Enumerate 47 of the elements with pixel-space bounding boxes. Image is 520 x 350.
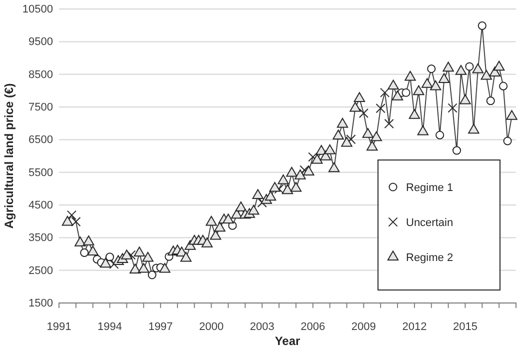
x-axis-title: Year [274, 334, 301, 348]
x-tick-label: 2015 [452, 320, 478, 333]
point [402, 88, 410, 97]
point [105, 252, 114, 262]
y-tick-label: 4500 [28, 200, 53, 212]
x-tick-label: 1991 [46, 320, 72, 333]
legend-label: Regime 2 [406, 252, 454, 264]
y-tick-label: 1500 [28, 298, 53, 310]
point [486, 96, 495, 106]
point [436, 130, 444, 140]
point [478, 21, 486, 30]
point [126, 250, 136, 260]
point [257, 198, 267, 208]
x-tick-label: 2000 [199, 320, 224, 333]
y-axis-title: Agricultural land price (€) [2, 83, 16, 229]
point [503, 136, 512, 146]
y-tick-label: 10500 [22, 4, 53, 16]
x-tick-label: 2006 [300, 320, 326, 333]
point [80, 248, 89, 257]
point [384, 118, 394, 128]
point [452, 146, 462, 155]
x-tick-label: 1994 [98, 320, 122, 333]
y-tick-label: 9500 [28, 36, 53, 48]
point [499, 82, 508, 90]
y-tick-label: 2500 [28, 264, 53, 277]
x-tick-label: 1997 [148, 320, 173, 333]
point [427, 64, 436, 74]
point [346, 134, 356, 144]
legend-label: Uncertain [406, 217, 454, 229]
y-tick-label: 7500 [28, 102, 53, 114]
y-tick-label: 5500 [28, 166, 53, 179]
point [448, 103, 458, 113]
point [66, 210, 76, 220]
y-tick-label: 8500 [28, 68, 53, 81]
y-tick-label: 3500 [28, 232, 53, 244]
x-tick-label: 2012 [402, 320, 427, 333]
point [465, 62, 474, 71]
point [358, 108, 368, 118]
point [380, 88, 390, 98]
point [71, 216, 81, 226]
point [376, 104, 386, 114]
x-tick-label: 2003 [250, 320, 274, 333]
legend-label: Regime 1 [406, 182, 454, 194]
point [308, 152, 318, 162]
point [148, 270, 156, 280]
y-tick-label: 6500 [28, 134, 53, 146]
x-tick-label: 2009 [351, 320, 376, 333]
